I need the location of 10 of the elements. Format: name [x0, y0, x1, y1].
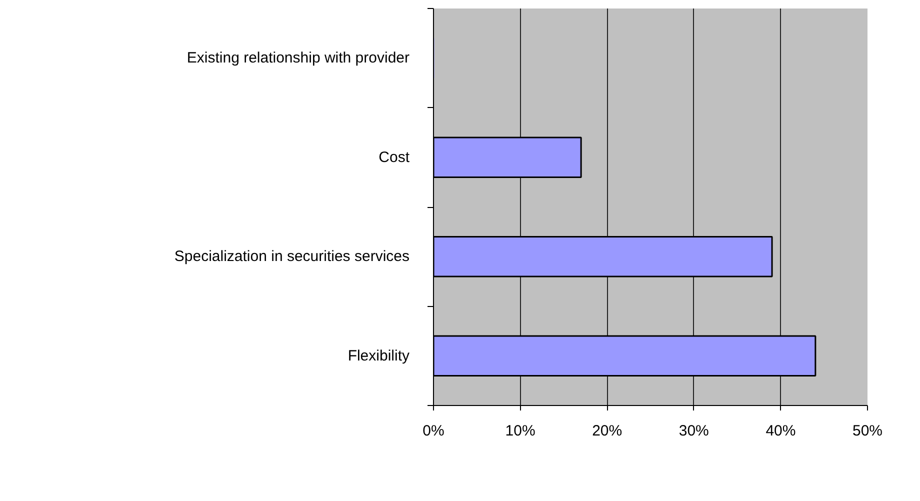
y-tick-label: Existing relationship with provider [186, 50, 410, 67]
y-tick-label: Cost [378, 148, 410, 166]
x-tick-label: 0% [422, 422, 444, 440]
x-tick-label: 30% [678, 422, 709, 440]
x-tick-label: 10% [505, 422, 536, 440]
y-tick-label: Specialization in securities services [174, 248, 410, 266]
x-tick-label: 40% [766, 422, 796, 440]
x-tick-label: 20% [592, 422, 622, 440]
y-tick-label: Flexibility [348, 347, 410, 364]
x-tick-label: 50% [852, 422, 883, 440]
